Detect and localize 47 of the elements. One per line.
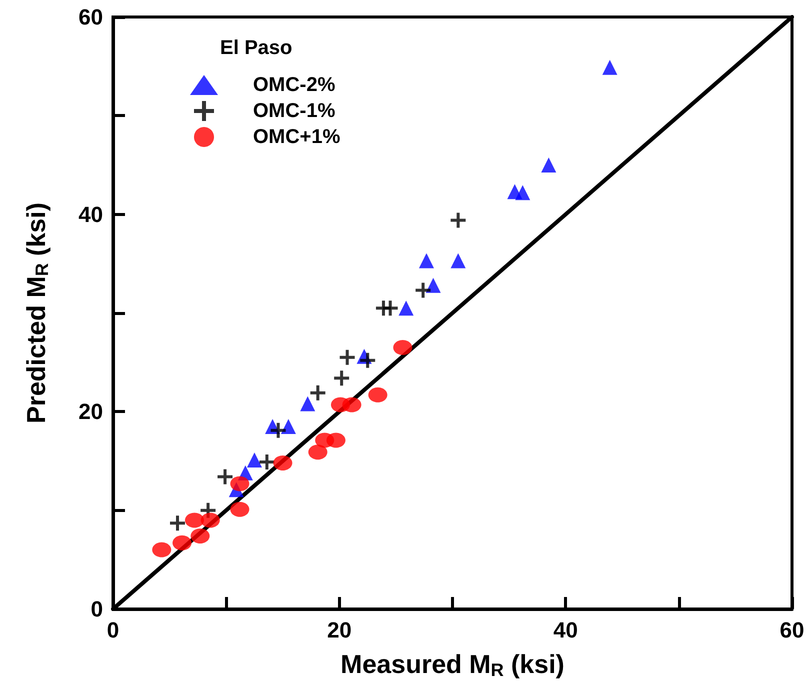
- y-axis-title: Predicted MR (ksi): [21, 202, 52, 424]
- point: [273, 455, 292, 470]
- legend-label: OMC+1%: [253, 126, 340, 148]
- point: [172, 535, 192, 550]
- point: [280, 418, 296, 434]
- point: [308, 444, 328, 460]
- y-tick-label: 40: [78, 202, 103, 227]
- point: [515, 185, 530, 200]
- point: [340, 350, 355, 365]
- point: [315, 432, 334, 448]
- y-tick-label: 20: [78, 399, 103, 424]
- point: [418, 253, 434, 268]
- point: [393, 340, 412, 356]
- point: [230, 502, 250, 517]
- y-tick-label: 60: [78, 4, 103, 30]
- x-tick-label: 0: [106, 618, 120, 642]
- point: [330, 397, 350, 412]
- point: [426, 278, 441, 293]
- legend-title: El Paso: [220, 37, 292, 59]
- point: [450, 212, 466, 228]
- point: [450, 253, 466, 268]
- point: [259, 454, 274, 470]
- x-tick-label: 60: [780, 618, 804, 642]
- point: [230, 476, 250, 492]
- x-tick-label: 20: [327, 618, 352, 642]
- point: [300, 396, 316, 412]
- point: [334, 370, 350, 386]
- point: [360, 352, 376, 368]
- legend-label: OMC-2%: [253, 74, 336, 96]
- point: [368, 387, 388, 402]
- point: [190, 528, 210, 544]
- point: [185, 512, 204, 528]
- point: [416, 282, 431, 298]
- point: [246, 452, 262, 468]
- point: [541, 158, 556, 172]
- point: [152, 542, 172, 558]
- point: [170, 516, 186, 531]
- point: [310, 385, 326, 400]
- point: [382, 300, 398, 316]
- point: [398, 300, 414, 316]
- point: [602, 60, 618, 75]
- point: [218, 469, 233, 484]
- x-tick-label: 40: [553, 618, 578, 642]
- point: [270, 422, 286, 438]
- legend-label: OMC-1%: [253, 100, 336, 122]
- y-tick-label: 0: [90, 596, 103, 622]
- point: [200, 512, 220, 528]
